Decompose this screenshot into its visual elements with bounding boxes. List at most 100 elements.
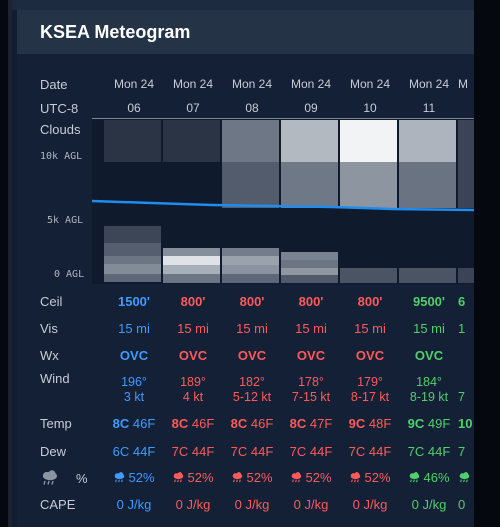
cloud-chart [92, 118, 474, 284]
visibility-value: 15 mi [118, 321, 150, 336]
cape-value: 0 J/kg [175, 497, 211, 512]
cape-value: 0 J/kg [293, 497, 329, 512]
precip-probability: 52% [104, 470, 164, 485]
dew-fahrenheit: 44F [250, 444, 274, 459]
temperature-value-partial: 10 [458, 416, 473, 431]
row-label-ceiling: Ceil [40, 294, 63, 309]
dewpoint-value-partial: 7 [458, 444, 466, 459]
rain-cloud-icon [43, 470, 57, 485]
device-bezel-left [0, 0, 8, 527]
temp-fahrenheit: 47F [309, 416, 333, 431]
row-label-precip: % [40, 470, 88, 491]
dew-celsius: 7C [230, 444, 248, 459]
visibility-value-partial: 1 [458, 321, 466, 336]
wind-speed: 3 kt [123, 390, 145, 404]
wind-speed: 4 kt [182, 390, 204, 404]
wind-direction: 189° [180, 375, 206, 389]
dewpoint-value: 7C 44F [340, 444, 400, 459]
wind-speed: 8-19 kt [409, 390, 449, 404]
row-label-date: Date [40, 77, 68, 92]
column-date: Mon 24 [231, 77, 273, 91]
temp-fahrenheit: 46F [191, 416, 215, 431]
altitude-label-0: 0 AGL [54, 269, 85, 280]
weather-value: OVC [355, 348, 385, 363]
precip-percent: 52% [246, 470, 273, 485]
column-hour: 08 [245, 101, 259, 115]
temp-celsius: 9C [407, 416, 425, 431]
row-label-dewpoint: Dew [40, 444, 67, 459]
precip-icon-partial [458, 470, 473, 485]
visibility-value: 15 mi [413, 321, 445, 336]
meteogram-panel[interactable]: Date UTC-8 Clouds 10k AGL 5k AGL 0 AGL C… [17, 54, 474, 527]
rain-icon [459, 472, 470, 483]
ceiling-value: 800' [239, 294, 265, 309]
precip-probability: 52% [222, 470, 282, 485]
row-label-timezone: UTC-8 [40, 101, 79, 116]
header-bar: KSEA Meteogram [17, 10, 474, 54]
temperature-value: 9C 49F [399, 416, 459, 431]
row-label-wind: Wind [40, 371, 70, 386]
weather-value: OVC [414, 348, 444, 363]
dew-fahrenheit: 44F [191, 444, 215, 459]
weather-value: OVC [237, 348, 267, 363]
temp-fahrenheit: 46F [132, 416, 156, 431]
dew-fahrenheit: 44F [309, 444, 333, 459]
dewpoint-value: 7C 44F [163, 444, 223, 459]
temp-celsius: 8C [112, 416, 130, 431]
temperature-value: 8C 46F [222, 416, 282, 431]
dewpoint-value: 6C 44F [104, 444, 164, 459]
dew-celsius: 7C [289, 444, 307, 459]
column-hour: 11 [422, 101, 436, 115]
row-label-clouds: Clouds [40, 122, 81, 137]
precip-probability: 52% [163, 470, 223, 485]
weather-value: OVC [178, 348, 208, 363]
precip-percent-label: % [76, 471, 88, 486]
cape-value-partial: 0 [458, 497, 466, 512]
precip-probability: 46% [399, 470, 459, 485]
precip-percent: 52% [128, 470, 155, 485]
column-date-partial: M [458, 77, 468, 91]
visibility-value: 15 mi [354, 321, 386, 336]
ceiling-value: 1500' [117, 294, 150, 309]
ceiling-value: 9500' [412, 294, 445, 309]
column-hour: 09 [304, 101, 318, 115]
rain-icon [174, 472, 184, 483]
rain-icon [115, 472, 125, 483]
row-label-visibility: Vis [40, 321, 58, 336]
dew-fahrenheit: 44F [368, 444, 392, 459]
temperature-value: 8C 46F [104, 416, 164, 431]
temperature-value: 9C 48F [340, 416, 400, 431]
temp-celsius: 9C [348, 416, 366, 431]
row-label-cape: CAPE [40, 497, 76, 512]
column-hour: 10 [363, 101, 377, 115]
dewpoint-value: 7C 44F [281, 444, 341, 459]
temp-fahrenheit: 46F [250, 416, 274, 431]
wind-direction: 178° [298, 375, 324, 389]
ceiling-value: 800' [180, 294, 206, 309]
dew-celsius: 7C [171, 444, 189, 459]
cape-value: 0 J/kg [411, 497, 447, 512]
ceiling-value: 800' [357, 294, 383, 309]
row-label-weather: Wx [40, 348, 59, 363]
top-strip [12, 0, 474, 10]
column-date: Mon 24 [172, 77, 214, 91]
column-hour: 06 [127, 101, 141, 115]
cape-value: 0 J/kg [116, 497, 152, 512]
precip-percent: 52% [305, 470, 332, 485]
temperature-value: 8C 47F [281, 416, 341, 431]
column-date: Mon 24 [113, 77, 155, 91]
ceiling-value-partial: 6 [458, 294, 466, 309]
precip-probability: 52% [281, 470, 341, 485]
rain-icon [292, 472, 302, 483]
visibility-value: 15 mi [295, 321, 327, 336]
weather-value: OVC [296, 348, 326, 363]
column-hour: 07 [186, 101, 200, 115]
temp-fahrenheit: 49F [427, 416, 451, 431]
precip-percent: 52% [187, 470, 214, 485]
column-date: Mon 24 [408, 77, 450, 91]
row-label-temperature: Temp [40, 416, 72, 431]
device-bezel-left-edge [8, 0, 12, 527]
dewpoint-value: 7C 44F [399, 444, 459, 459]
rain-icon [233, 472, 243, 483]
weather-value: OVC [119, 348, 149, 363]
